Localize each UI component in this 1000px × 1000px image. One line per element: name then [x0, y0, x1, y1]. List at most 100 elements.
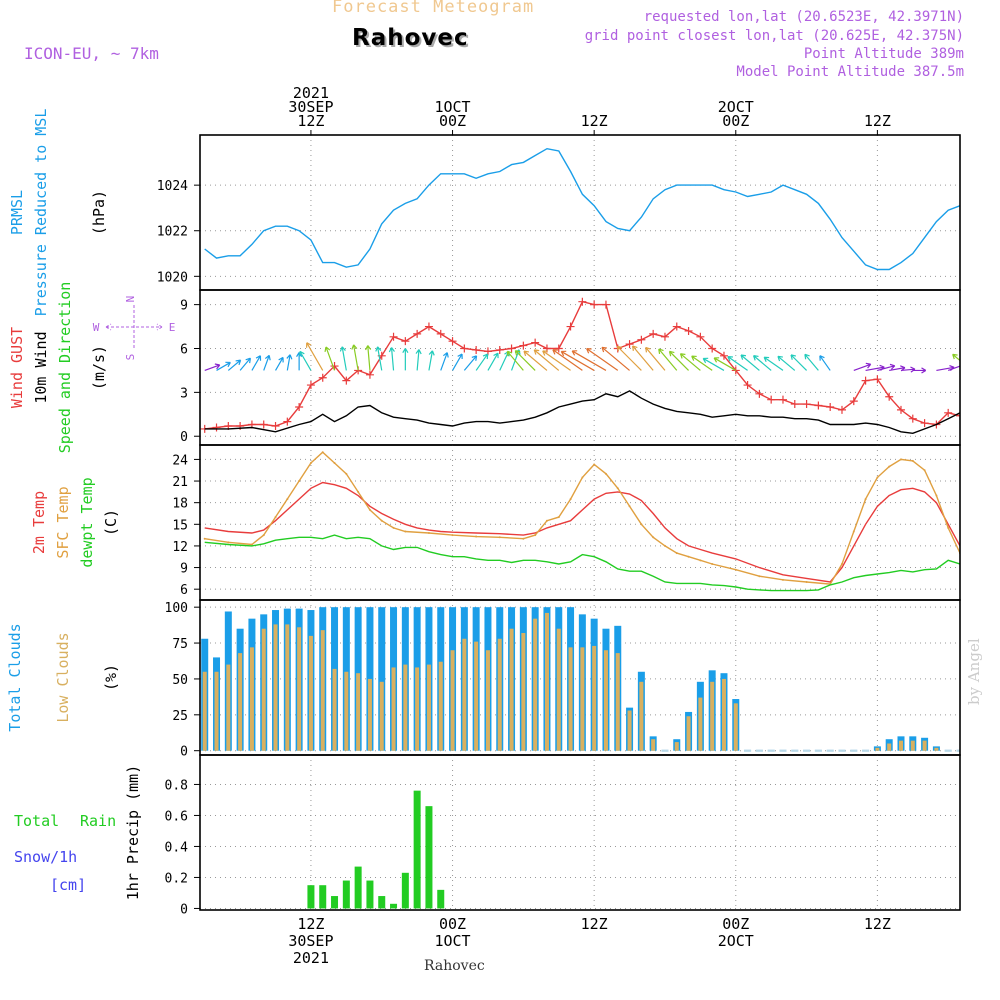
wind-direction-arrow: [713, 357, 737, 371]
time-tick-label-bottom: 12Z: [864, 915, 891, 933]
y-tick-label: 0: [180, 430, 188, 445]
gust-marker: [767, 395, 776, 404]
time-tick-label-bottom: 00Z: [722, 915, 749, 933]
gust-marker: [318, 373, 327, 382]
gust-marker: [708, 344, 717, 353]
label-rain: Rain: [80, 812, 116, 830]
sfc-temp-point: [711, 562, 714, 565]
wind-direction-arrow: [239, 357, 252, 371]
cloud-bar: [273, 624, 278, 751]
wind-direction-arrow: [571, 350, 607, 371]
gust-marker: [814, 401, 823, 410]
y-tick-label: 0.8: [165, 778, 188, 793]
cloud-bar: [332, 668, 337, 751]
cloud-bar: [934, 747, 939, 751]
cloud-bar: [556, 628, 561, 751]
series-line: [204, 481, 960, 583]
cloud-bar: [320, 630, 325, 751]
y-tick-label: 1020: [157, 270, 188, 285]
panel-pressure: [200, 135, 960, 290]
time-tick-label-top: 2021: [293, 84, 329, 102]
time-tick-label-top: 12Z: [864, 112, 891, 130]
sfc-temp-point: [368, 508, 371, 511]
y-tick-label: 9: [180, 299, 188, 314]
series-line: [204, 534, 960, 592]
cloud-bar: [533, 618, 538, 751]
model-info: ICON-EU, ~ 7km: [24, 44, 159, 63]
sfc-temp-point: [994, 570, 996, 572]
cloud-bar: [875, 747, 880, 751]
sfc-temp-point: [345, 472, 348, 475]
time-tick-label-top: 1OCT: [434, 98, 470, 116]
label-unit: (m/s): [90, 345, 108, 390]
sfc-temp-point: [569, 498, 572, 501]
sfc-temp-point: [357, 490, 360, 493]
sfc-temp-point: [675, 552, 678, 555]
gust-marker: [413, 329, 422, 338]
gust-marker: [908, 414, 917, 423]
y-tick-label: 25: [172, 709, 188, 724]
gust-marker: [956, 411, 960, 420]
wind-direction-arrow: [533, 349, 560, 371]
y-tick-label: 0: [180, 745, 188, 760]
compass-south: S: [124, 354, 137, 361]
time-tick-label-bottom: 2OCT: [718, 932, 754, 950]
y-tick-label: 0: [180, 902, 188, 917]
wind-direction-arrow: [679, 353, 701, 371]
time-tick-label-bottom: 30SEP: [288, 932, 333, 950]
cloud-bar: [367, 678, 372, 751]
gust-marker: [519, 341, 528, 350]
wind-direction-arrow: [227, 359, 242, 371]
bar-zero: [814, 749, 822, 752]
wind-direction-arrow: [912, 367, 927, 374]
point-altitude: Point Altitude 389m: [803, 46, 964, 62]
cloud-bar: [674, 742, 679, 751]
cloud-bar: [910, 740, 915, 751]
watermark: by Angel: [965, 638, 983, 705]
label-2m-temp: 2m Temp: [30, 491, 48, 554]
sfc-temp-point: [781, 578, 784, 581]
gust-marker: [495, 345, 504, 354]
cloud-bar: [733, 703, 738, 751]
gust-marker: [920, 419, 929, 428]
cloud-bar: [544, 612, 549, 751]
cloud-bar: [521, 633, 526, 751]
gust-marker: [295, 402, 304, 411]
sfc-temp-point: [380, 519, 383, 522]
cloud-bar: [285, 624, 290, 751]
sfc-temp-point: [274, 516, 277, 519]
compass-west: W: [93, 321, 100, 334]
gust-marker: [566, 322, 575, 331]
bar-zero: [661, 749, 669, 752]
time-tick-label-top: 2OCT: [718, 98, 754, 116]
sfc-temp-point: [640, 523, 643, 526]
precip-bar: [354, 866, 362, 909]
sfc-temp-point: [628, 505, 631, 508]
wind-direction-arrow: [853, 362, 872, 371]
sfc-temp-point: [545, 519, 548, 522]
sfc-temp-point: [840, 562, 843, 565]
gust-marker: [944, 408, 953, 417]
y-tick-label: 6: [180, 583, 188, 598]
gust-marker: [849, 397, 858, 406]
gust-marker: [826, 402, 835, 411]
cloud-bar: [356, 673, 361, 751]
precip-bar: [319, 885, 327, 909]
series-line: [204, 390, 960, 435]
wind-direction-arrow: [790, 354, 808, 371]
label-unit: (hPa): [90, 190, 108, 235]
cloud-bar: [438, 661, 443, 751]
cloud-bar: [391, 667, 396, 751]
bar-zero: [744, 749, 752, 752]
sfc-temp-point: [983, 567, 985, 569]
cloud-bar: [922, 740, 927, 751]
cloud-bar: [485, 650, 490, 751]
cloud-bar: [379, 681, 384, 751]
time-tick-label-bottom: 1OCT: [434, 932, 470, 950]
gust-marker: [554, 344, 563, 353]
cloud-bar: [686, 716, 691, 751]
bar-zero: [968, 750, 975, 752]
wind-direction-arrow: [777, 355, 796, 371]
y-tick-label: 0.2: [165, 871, 188, 886]
sfc-temp-point: [522, 537, 525, 540]
